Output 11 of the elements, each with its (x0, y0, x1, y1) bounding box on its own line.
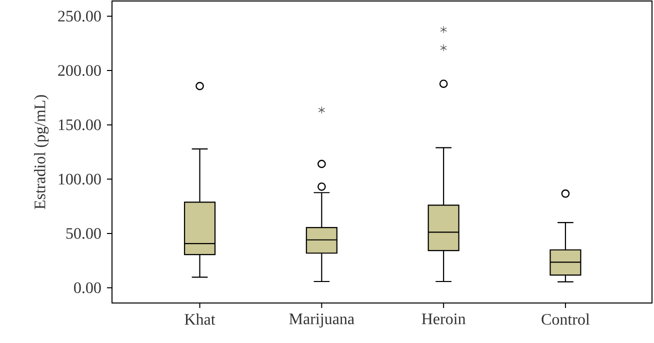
x-tick-label: Heroin (422, 314, 466, 324)
x-tick-label: Khat (184, 314, 216, 325)
x-tick-label: Marijuana (289, 314, 354, 328)
y-tick-label: 200.00 (58, 65, 101, 76)
x-tick-label: Control (542, 314, 590, 325)
y-tick-label: 250.00 (58, 10, 101, 22)
y-tick-label: 100.00 (58, 174, 101, 185)
y-tick-label: 0.00 (74, 282, 101, 294)
y-tick-label: 50.00 (66, 228, 101, 239)
y-axis-title: Estradiol (pg/mL) (34, 95, 49, 210)
y-tick-label: 150.00 (58, 119, 101, 130)
